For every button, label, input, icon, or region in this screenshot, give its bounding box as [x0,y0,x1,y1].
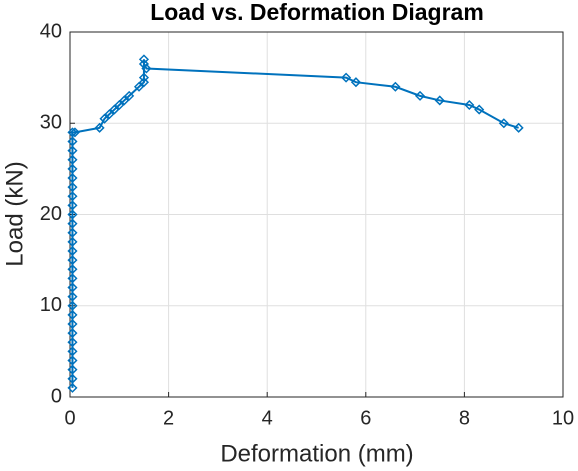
data-marker [141,63,152,74]
data-marker [474,104,485,115]
data-marker [67,264,78,275]
x-tick-label: 0 [64,407,75,429]
data-marker [350,77,362,88]
data-marker [341,72,352,83]
data-marker [104,109,115,120]
data-marker [67,191,78,202]
chart-title: Load vs. Deformation Diagram [150,0,484,25]
data-marker [67,236,78,247]
y-axis-label: Load (kN) [1,161,28,266]
axes-box [69,31,564,398]
data-marker [124,90,135,101]
data-marker [414,90,426,101]
data-marker [119,95,130,106]
data-marker [109,104,120,115]
data-marker [138,77,150,88]
data-marker [69,127,80,138]
data-marker [67,309,78,320]
data-marker [67,145,78,156]
x-tick-label: 4 [262,407,273,429]
data-marker [464,99,475,111]
data-marker [67,382,78,393]
y-tick-label: 30 [40,112,62,134]
data-marker [434,95,445,106]
data-marker [67,346,78,357]
data-marker [513,122,524,133]
x-axis-label: Deformation (mm) [220,440,413,467]
data-marker [67,209,78,220]
data-marker [67,337,78,348]
x-tick-label: 2 [163,407,174,429]
y-tick-label: 20 [40,203,62,225]
data-marker [67,318,78,330]
data-marker [67,218,78,229]
data-marker [138,54,150,65]
data-marker [67,182,78,193]
data-marker [67,291,78,302]
x-tick-label: 8 [459,407,470,429]
x-tick-label: 10 [552,407,574,429]
data-marker [99,113,110,124]
data-marker [67,355,78,366]
data-marker [67,136,78,147]
y-tick-label: 0 [51,385,62,407]
data-marker [138,72,150,83]
data-marker [67,227,78,238]
data-marker [67,127,78,138]
data-marker [67,364,78,375]
data-marker [67,163,78,174]
data-marker [67,282,78,293]
data-marker [67,273,78,284]
y-tick-label: 40 [40,20,62,42]
y-tick-label: 10 [40,294,62,316]
data-marker [67,200,78,211]
data-marker [67,255,78,266]
data-marker [67,154,78,165]
data-marker [67,373,78,384]
data-marker [67,172,78,184]
data-marker [67,245,78,257]
data-marker [67,328,78,339]
data-marker [498,118,509,129]
data-marker [67,300,78,311]
data-marker [133,81,145,92]
data-marker [114,99,125,111]
data-marker [94,122,105,133]
x-tick-label: 6 [360,407,371,429]
data-marker [390,81,401,92]
